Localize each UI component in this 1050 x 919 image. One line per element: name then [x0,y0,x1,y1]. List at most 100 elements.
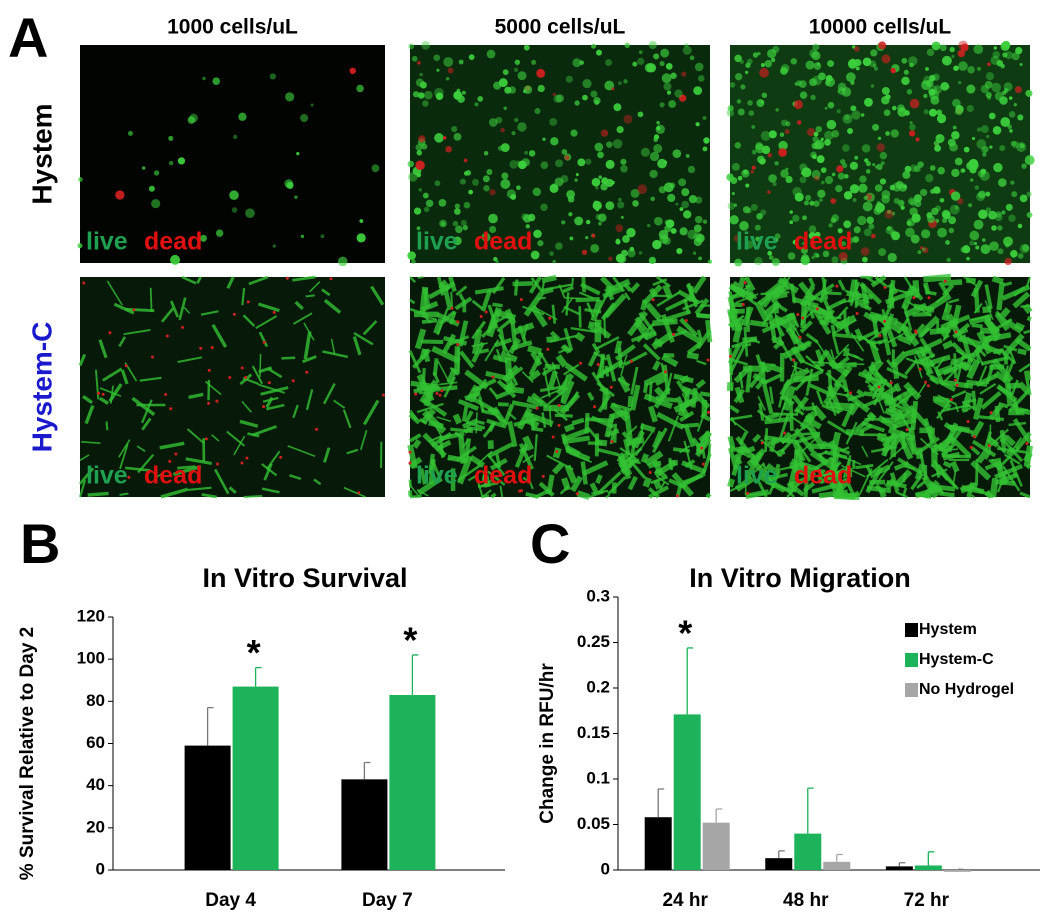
cell-process [593,351,608,361]
live-label: live [736,462,778,490]
cell-process [788,490,795,498]
cell [623,114,633,124]
cell-process [488,387,498,398]
cell-process [408,409,418,421]
cell [676,247,683,255]
cell-process [914,436,940,456]
cell [891,105,897,111]
cell-process [196,276,202,284]
cell-process [643,370,668,387]
cell [873,206,882,215]
dead-cell [953,378,957,382]
cell [489,225,497,234]
cell-process [951,390,967,399]
y-axis-label: % Survival Relative to Day 2 [17,627,38,880]
cell [892,182,902,192]
cell-process [584,412,590,434]
cell-process [605,354,617,382]
cell [774,238,779,242]
cell-process [618,455,632,480]
cell-process [408,479,412,488]
dead-cell [272,310,276,314]
cell-process [792,442,806,463]
cell-process [442,287,453,311]
cell [755,142,764,150]
cell [813,131,819,137]
cell-process [929,354,951,366]
cell-process [966,358,981,380]
cell [1009,129,1013,133]
cell [798,80,807,89]
cell-process [106,280,123,306]
cell [935,134,945,144]
cell [755,236,761,242]
cell [881,54,891,64]
cell-process [771,463,781,483]
panel-label: A [8,6,48,69]
error-bar [715,808,723,823]
cell-process [78,467,95,485]
cell-process [729,404,740,414]
cell-process [530,276,544,293]
cell-process [652,360,661,371]
cell [300,113,309,123]
cell [733,203,738,207]
cell [596,49,602,56]
dead-cell [783,431,787,435]
cell-process [149,287,153,312]
cell-process [901,387,914,404]
dead-cell [684,319,688,323]
dead-cell [989,411,993,415]
cell-process [321,288,331,297]
cell-process [927,480,944,496]
cell-process [973,288,980,313]
cell [474,102,479,107]
dead-cell [610,440,614,444]
cell [992,126,1002,135]
cell [1011,52,1020,61]
cell [457,95,465,103]
cell [1010,140,1017,147]
cell-process [870,275,887,288]
cell-process [241,287,246,306]
cell-process [977,353,984,366]
cell-process [741,342,752,348]
cell-process [1008,390,1030,413]
cell [908,130,916,137]
cell [549,117,558,126]
cell [925,174,934,183]
cell [483,185,490,192]
cell [503,106,507,110]
cell [349,67,356,75]
cell-process [479,348,490,354]
cell-process [881,309,889,329]
cell [436,68,440,72]
cell-process [727,478,735,488]
dead-cell [285,276,289,280]
dead-cell [966,420,970,424]
cell-process [845,429,865,436]
cell [904,165,912,173]
cell [626,227,636,238]
y-tick-label: 100 [77,649,105,668]
dead-cell [232,312,236,316]
cell [1017,114,1024,121]
cell-process [437,360,451,383]
cell-process [668,457,674,471]
cell [168,135,174,141]
legend-swatch [905,683,918,697]
cell-process [113,302,135,315]
cell [610,180,615,185]
cell [803,200,809,206]
cell [751,125,756,129]
cell-process [893,461,910,471]
cell-process [843,347,850,357]
dead-cell [199,346,203,350]
cell-process [886,366,908,380]
cell-process [805,368,814,396]
cell-process [466,426,483,432]
cell-process [1023,451,1033,463]
cell-process [754,300,770,323]
dead-cell [518,489,522,493]
cell-process [233,435,246,456]
